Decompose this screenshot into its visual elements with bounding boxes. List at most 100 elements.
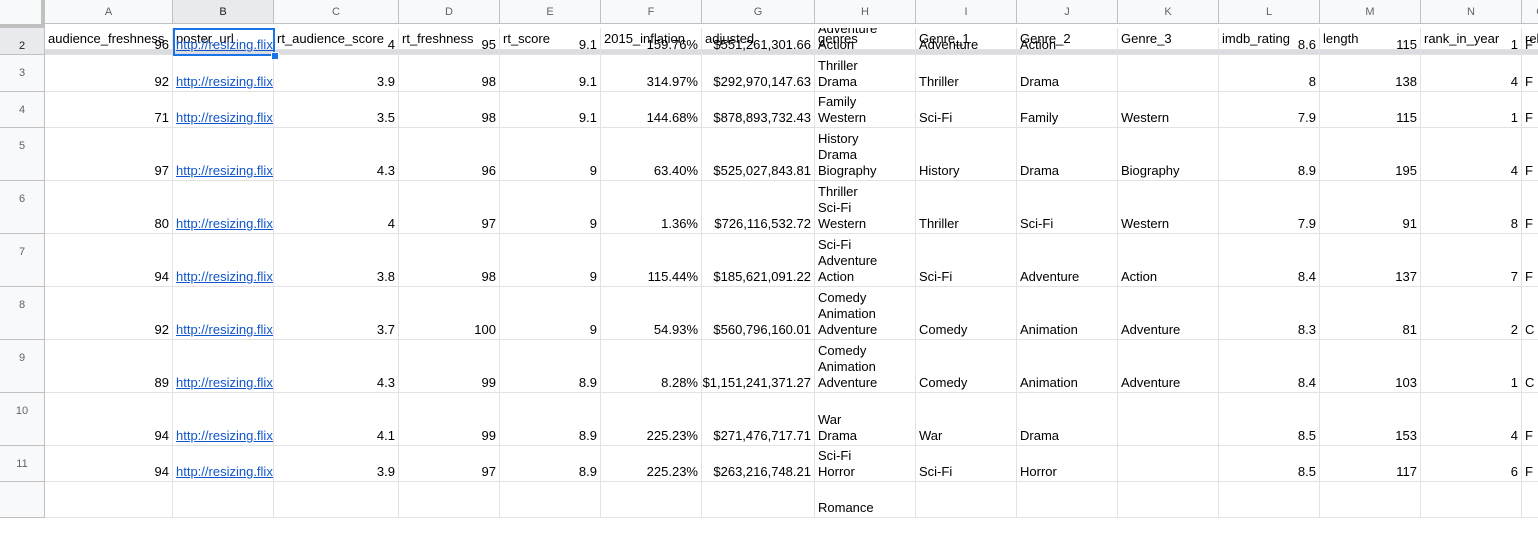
table-cell[interactable]: F xyxy=(1522,393,1538,446)
table-cell[interactable]: 96 xyxy=(399,128,500,181)
column-header-h[interactable]: H xyxy=(815,0,916,24)
table-cell[interactable]: 98 xyxy=(399,234,500,287)
table-cell[interactable]: http://resizing.flixster.com/ xyxy=(173,28,274,55)
row-header[interactable]: 10 xyxy=(0,393,45,446)
table-cell[interactable]: Action xyxy=(1017,28,1118,55)
row-header[interactable]: 3 xyxy=(0,55,45,92)
table-cell[interactable]: 71 xyxy=(45,92,173,128)
table-cell[interactable]: Action xyxy=(1118,234,1219,287)
table-cell[interactable]: 4.3 xyxy=(274,128,399,181)
table-cell[interactable]: 4 xyxy=(1421,55,1522,92)
column-header-o[interactable]: O xyxy=(1522,0,1538,24)
table-cell[interactable]: History Drama Biography xyxy=(815,128,916,181)
poster-url-link[interactable]: http://resizing.flixster.com/ xyxy=(176,375,273,390)
poster-url-link[interactable]: http://resizing.flixster.com/ xyxy=(176,269,273,284)
table-cell[interactable]: 7.9 xyxy=(1219,181,1320,234)
table-cell[interactable]: 137 xyxy=(1320,234,1421,287)
table-cell[interactable]: Sci-Fi xyxy=(1017,181,1118,234)
table-cell[interactable] xyxy=(1118,55,1219,92)
table-cell[interactable] xyxy=(1017,482,1118,518)
table-cell[interactable]: http://resizing.flixster.com/ xyxy=(173,287,274,340)
table-cell[interactable]: 4 xyxy=(1421,128,1522,181)
table-cell[interactable]: Horror xyxy=(1017,446,1118,482)
table-cell[interactable]: 9 xyxy=(500,234,601,287)
table-cell[interactable]: 8.9 xyxy=(500,393,601,446)
column-header-l[interactable]: L xyxy=(1219,0,1320,24)
table-cell[interactable]: 4 xyxy=(1421,393,1522,446)
table-cell[interactable]: F xyxy=(1522,446,1538,482)
table-cell[interactable]: 9.1 xyxy=(500,55,601,92)
table-cell[interactable]: 89 xyxy=(45,340,173,393)
table-cell[interactable]: 8.5 xyxy=(1219,446,1320,482)
table-cell[interactable]: Adventure xyxy=(916,28,1017,55)
poster-url-link[interactable]: http://resizing.flixster.com/ xyxy=(176,464,273,479)
table-cell[interactable]: 99 xyxy=(399,340,500,393)
table-cell[interactable]: Family xyxy=(1017,92,1118,128)
poster-url-link[interactable]: http://resizing.flixster.com/ xyxy=(176,110,273,125)
table-cell[interactable]: 54.93% xyxy=(601,287,702,340)
header-cell-o[interactable]: release_year xyxy=(1522,28,1538,50)
table-cell[interactable]: Animation xyxy=(1017,340,1118,393)
column-header-b[interactable]: B xyxy=(173,0,274,24)
table-cell[interactable]: Thriller Sci-Fi Western xyxy=(815,181,916,234)
row-header[interactable]: 2 xyxy=(0,28,45,55)
table-cell[interactable]: 94 xyxy=(45,446,173,482)
table-cell[interactable] xyxy=(916,482,1017,518)
table-cell[interactable]: 9.1 xyxy=(500,92,601,128)
table-cell[interactable]: 1 xyxy=(1421,92,1522,128)
column-header-i[interactable]: I xyxy=(916,0,1017,24)
table-cell[interactable]: C xyxy=(1522,287,1538,340)
table-cell[interactable]: $1,151,241,371.27 xyxy=(702,340,815,393)
table-cell[interactable]: 225.23% xyxy=(601,393,702,446)
table-cell[interactable]: 115 xyxy=(1320,92,1421,128)
table-cell[interactable]: C xyxy=(1522,340,1538,393)
table-cell[interactable]: 1.36% xyxy=(601,181,702,234)
table-cell[interactable]: F xyxy=(1522,181,1538,234)
table-cell[interactable]: http://resizing.flixster.com/ xyxy=(173,446,274,482)
table-cell[interactable]: 95 xyxy=(399,28,500,55)
table-cell[interactable] xyxy=(1421,482,1522,518)
table-cell[interactable]: $263,216,748.21 xyxy=(702,446,815,482)
table-cell[interactable]: 2 xyxy=(1421,287,1522,340)
table-cell[interactable]: $878,893,732.43 xyxy=(702,92,815,128)
table-cell[interactable]: 9 xyxy=(500,181,601,234)
table-cell[interactable]: History xyxy=(916,128,1017,181)
column-header-d[interactable]: D xyxy=(399,0,500,24)
table-cell[interactable]: Romance xyxy=(815,482,916,518)
column-header-k[interactable]: K xyxy=(1118,0,1219,24)
table-cell[interactable]: $560,796,160.01 xyxy=(702,287,815,340)
table-cell[interactable]: 115 xyxy=(1320,28,1421,55)
column-header-g[interactable]: G xyxy=(702,0,815,24)
table-cell[interactable]: 4 xyxy=(274,28,399,55)
table-cell[interactable]: 138 xyxy=(1320,55,1421,92)
table-cell[interactable]: 98 xyxy=(399,55,500,92)
table-cell[interactable]: Thriller xyxy=(916,55,1017,92)
table-cell[interactable]: 8.9 xyxy=(500,340,601,393)
table-cell[interactable]: 115.44% xyxy=(601,234,702,287)
table-cell[interactable]: Adventure xyxy=(1017,234,1118,287)
table-cell[interactable]: Comedy Animation Adventure xyxy=(815,340,916,393)
table-cell[interactable]: $551,261,301.66 xyxy=(702,28,815,55)
table-cell[interactable]: 314.97% xyxy=(601,55,702,92)
table-cell[interactable]: 8.6 xyxy=(1219,28,1320,55)
table-cell[interactable] xyxy=(1118,482,1219,518)
table-cell[interactable]: F xyxy=(1522,128,1538,181)
column-header-c[interactable]: C xyxy=(274,0,399,24)
table-cell[interactable]: Animation xyxy=(1017,287,1118,340)
table-cell[interactable]: Comedy Animation Adventure xyxy=(815,287,916,340)
table-cell[interactable]: 98 xyxy=(399,92,500,128)
table-cell[interactable]: 3.7 xyxy=(274,287,399,340)
table-cell[interactable]: Thriller Drama xyxy=(815,55,916,92)
table-cell[interactable] xyxy=(702,482,815,518)
table-cell[interactable]: 8.28% xyxy=(601,340,702,393)
table-cell[interactable]: 1 xyxy=(1421,28,1522,55)
table-cell[interactable]: 1 xyxy=(1421,340,1522,393)
column-header-m[interactable]: M xyxy=(1320,0,1421,24)
table-cell[interactable]: 4 xyxy=(274,181,399,234)
column-header-a[interactable]: A xyxy=(45,0,173,24)
row-header[interactable]: 5 xyxy=(0,128,45,181)
table-cell[interactable]: $271,476,717.71 xyxy=(702,393,815,446)
table-cell[interactable]: Drama xyxy=(1017,393,1118,446)
row-header[interactable]: 6 xyxy=(0,181,45,234)
table-cell[interactable]: F xyxy=(1522,55,1538,92)
